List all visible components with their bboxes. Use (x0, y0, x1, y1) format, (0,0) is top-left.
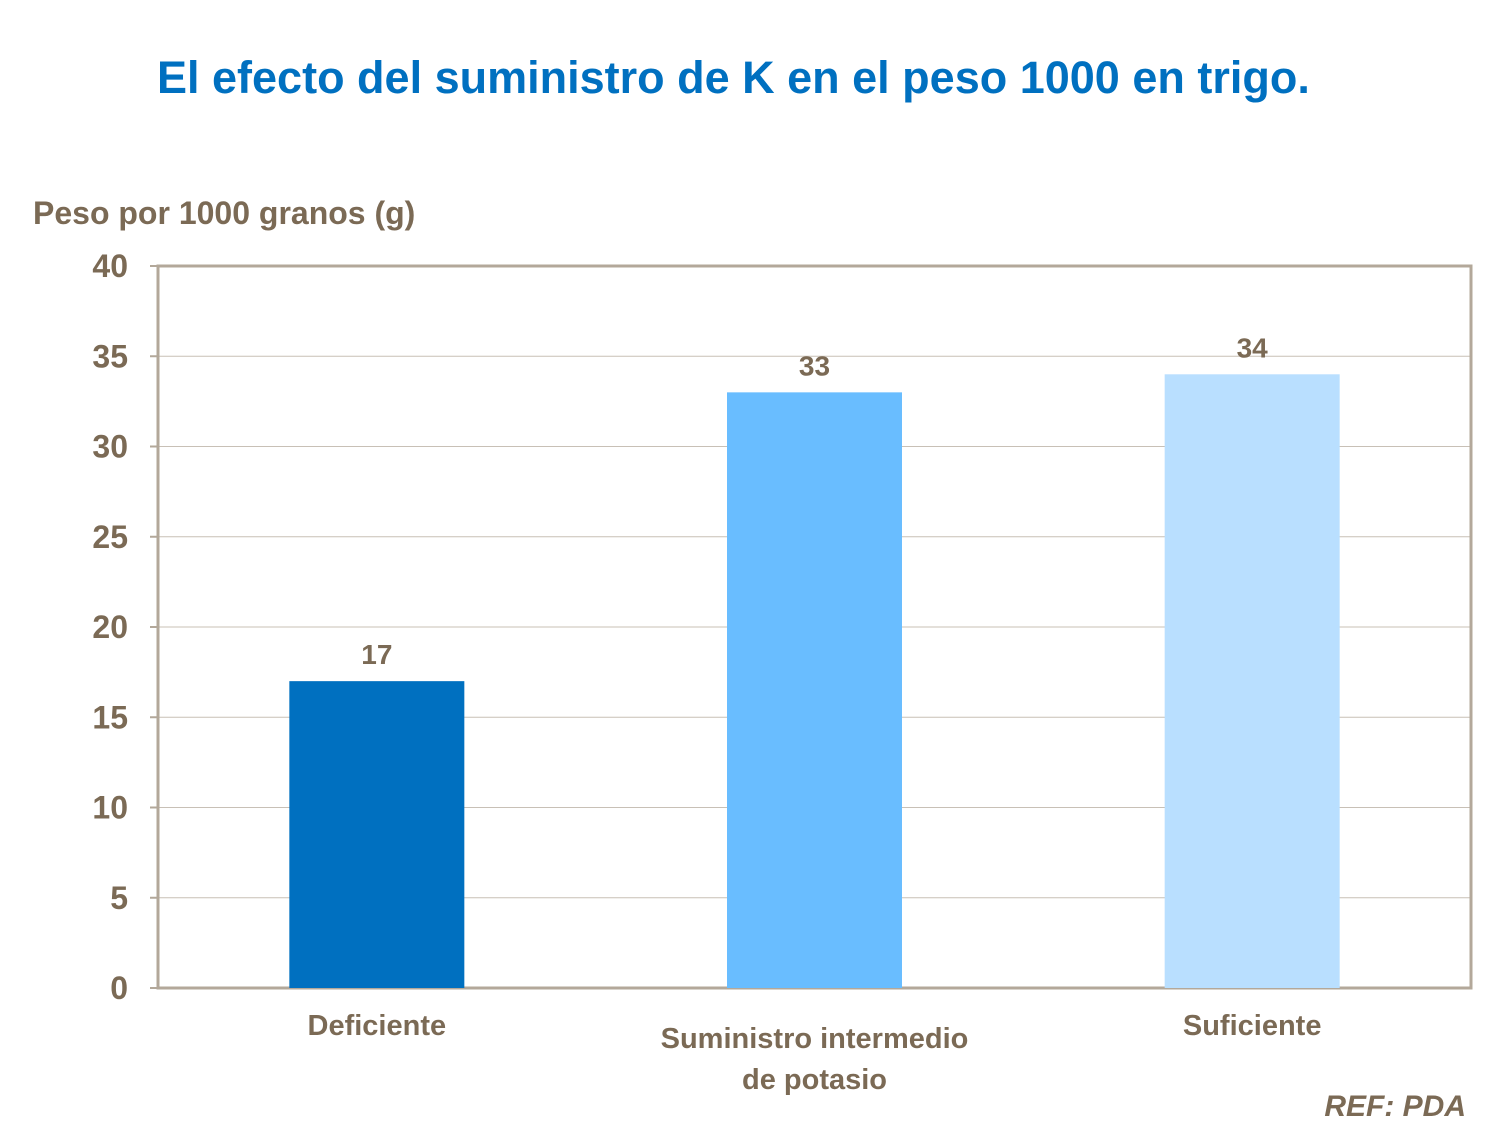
y-tick-label: 40 (92, 248, 128, 284)
bar (1164, 374, 1340, 988)
data-label: 17 (361, 639, 392, 670)
y-tick-label: 5 (110, 880, 128, 916)
y-tick-label: 20 (92, 609, 128, 645)
bar (289, 681, 465, 988)
x-tick-label: de potasio (742, 1064, 887, 1096)
reference-note: REF: PDA (1324, 1090, 1466, 1123)
y-tick-label: 0 (110, 970, 128, 1006)
y-tick-label: 35 (92, 338, 128, 374)
chart-title: El efecto del suministro de K en el peso… (157, 52, 1310, 103)
y-tick-label: 25 (92, 519, 128, 555)
x-tick-label: Deficiente (308, 1010, 447, 1042)
y-tick-label: 10 (92, 790, 128, 826)
y-axis-label: Peso por 1000 granos (g) (33, 195, 416, 231)
y-tick-label: 15 (92, 699, 128, 735)
bar (727, 392, 902, 989)
y-tick-label: 30 (92, 429, 128, 465)
x-tick-label: Suficiente (1183, 1010, 1322, 1042)
data-label: 33 (799, 350, 830, 381)
x-tick-label: Suministro intermedio (661, 1023, 969, 1055)
data-label: 34 (1237, 332, 1269, 363)
